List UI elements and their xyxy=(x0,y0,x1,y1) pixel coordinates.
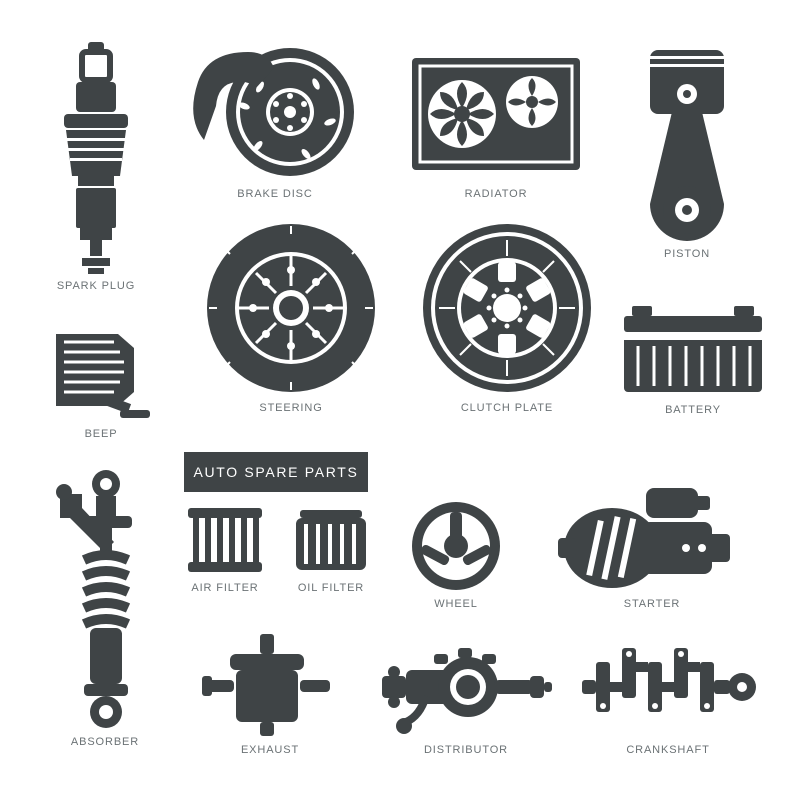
spark-plug-label: SPARK PLUG xyxy=(46,280,146,292)
brake-disc-item: BRAKE DISC xyxy=(180,42,370,200)
brake-disc-label: BRAKE DISC xyxy=(180,188,370,200)
piston-icon xyxy=(622,42,752,242)
clutch-plate-icon xyxy=(412,220,602,396)
wheel-label: WHEEL xyxy=(406,598,506,610)
oil-filter-item: OIL FILTER xyxy=(290,504,372,594)
beep-icon xyxy=(46,330,156,422)
clutch-plate-label: CLUTCH PLATE xyxy=(412,402,602,414)
exhaust-label: EXHAUST xyxy=(200,744,340,756)
absorber-label: ABSORBER xyxy=(46,736,164,748)
title-badge: AUTO SPARE PARTS xyxy=(184,452,368,492)
beep-item: BEEP xyxy=(46,330,156,440)
distributor-icon xyxy=(378,636,554,738)
starter-label: STARTER xyxy=(552,598,752,610)
beep-label: BEEP xyxy=(46,428,156,440)
piston-item: PISTON xyxy=(622,42,752,260)
auto-parts-canvas: AUTO SPARE PARTS xyxy=(0,0,800,800)
oil-filter-icon xyxy=(290,504,372,576)
air-filter-label: AIR FILTER xyxy=(184,582,266,594)
crankshaft-label: CRANKSHAFT xyxy=(580,744,756,756)
distributor-item: DISTRIBUTOR xyxy=(378,636,554,756)
radiator-item: RADIATOR xyxy=(406,42,586,200)
oil-filter-label: OIL FILTER xyxy=(290,582,372,594)
wheel-item: WHEEL xyxy=(406,500,506,610)
steering-label: STEERING xyxy=(196,402,386,414)
steering-icon xyxy=(196,220,386,396)
wheel-icon xyxy=(406,500,506,592)
exhaust-icon xyxy=(200,630,340,738)
battery-icon xyxy=(618,298,768,398)
battery-label: BATTERY xyxy=(618,404,768,416)
piston-label: PISTON xyxy=(622,248,752,260)
exhaust-item: EXHAUST xyxy=(200,630,340,756)
steering-item: STEERING xyxy=(196,220,386,414)
starter-icon xyxy=(552,478,752,592)
absorber-item: ABSORBER xyxy=(46,468,164,748)
crankshaft-icon xyxy=(580,636,756,738)
radiator-icon xyxy=(406,42,586,182)
radiator-label: RADIATOR xyxy=(406,188,586,200)
distributor-label: DISTRIBUTOR xyxy=(378,744,554,756)
clutch-plate-item: CLUTCH PLATE xyxy=(412,220,602,414)
starter-item: STARTER xyxy=(552,478,752,610)
battery-item: BATTERY xyxy=(618,298,768,416)
air-filter-item: AIR FILTER xyxy=(184,504,266,594)
spark-plug-item: SPARK PLUG xyxy=(46,42,146,292)
air-filter-icon xyxy=(184,504,266,576)
absorber-icon xyxy=(46,468,164,730)
spark-plug-icon xyxy=(46,42,146,274)
brake-disc-icon xyxy=(180,42,370,182)
crankshaft-item: CRANKSHAFT xyxy=(580,636,756,756)
